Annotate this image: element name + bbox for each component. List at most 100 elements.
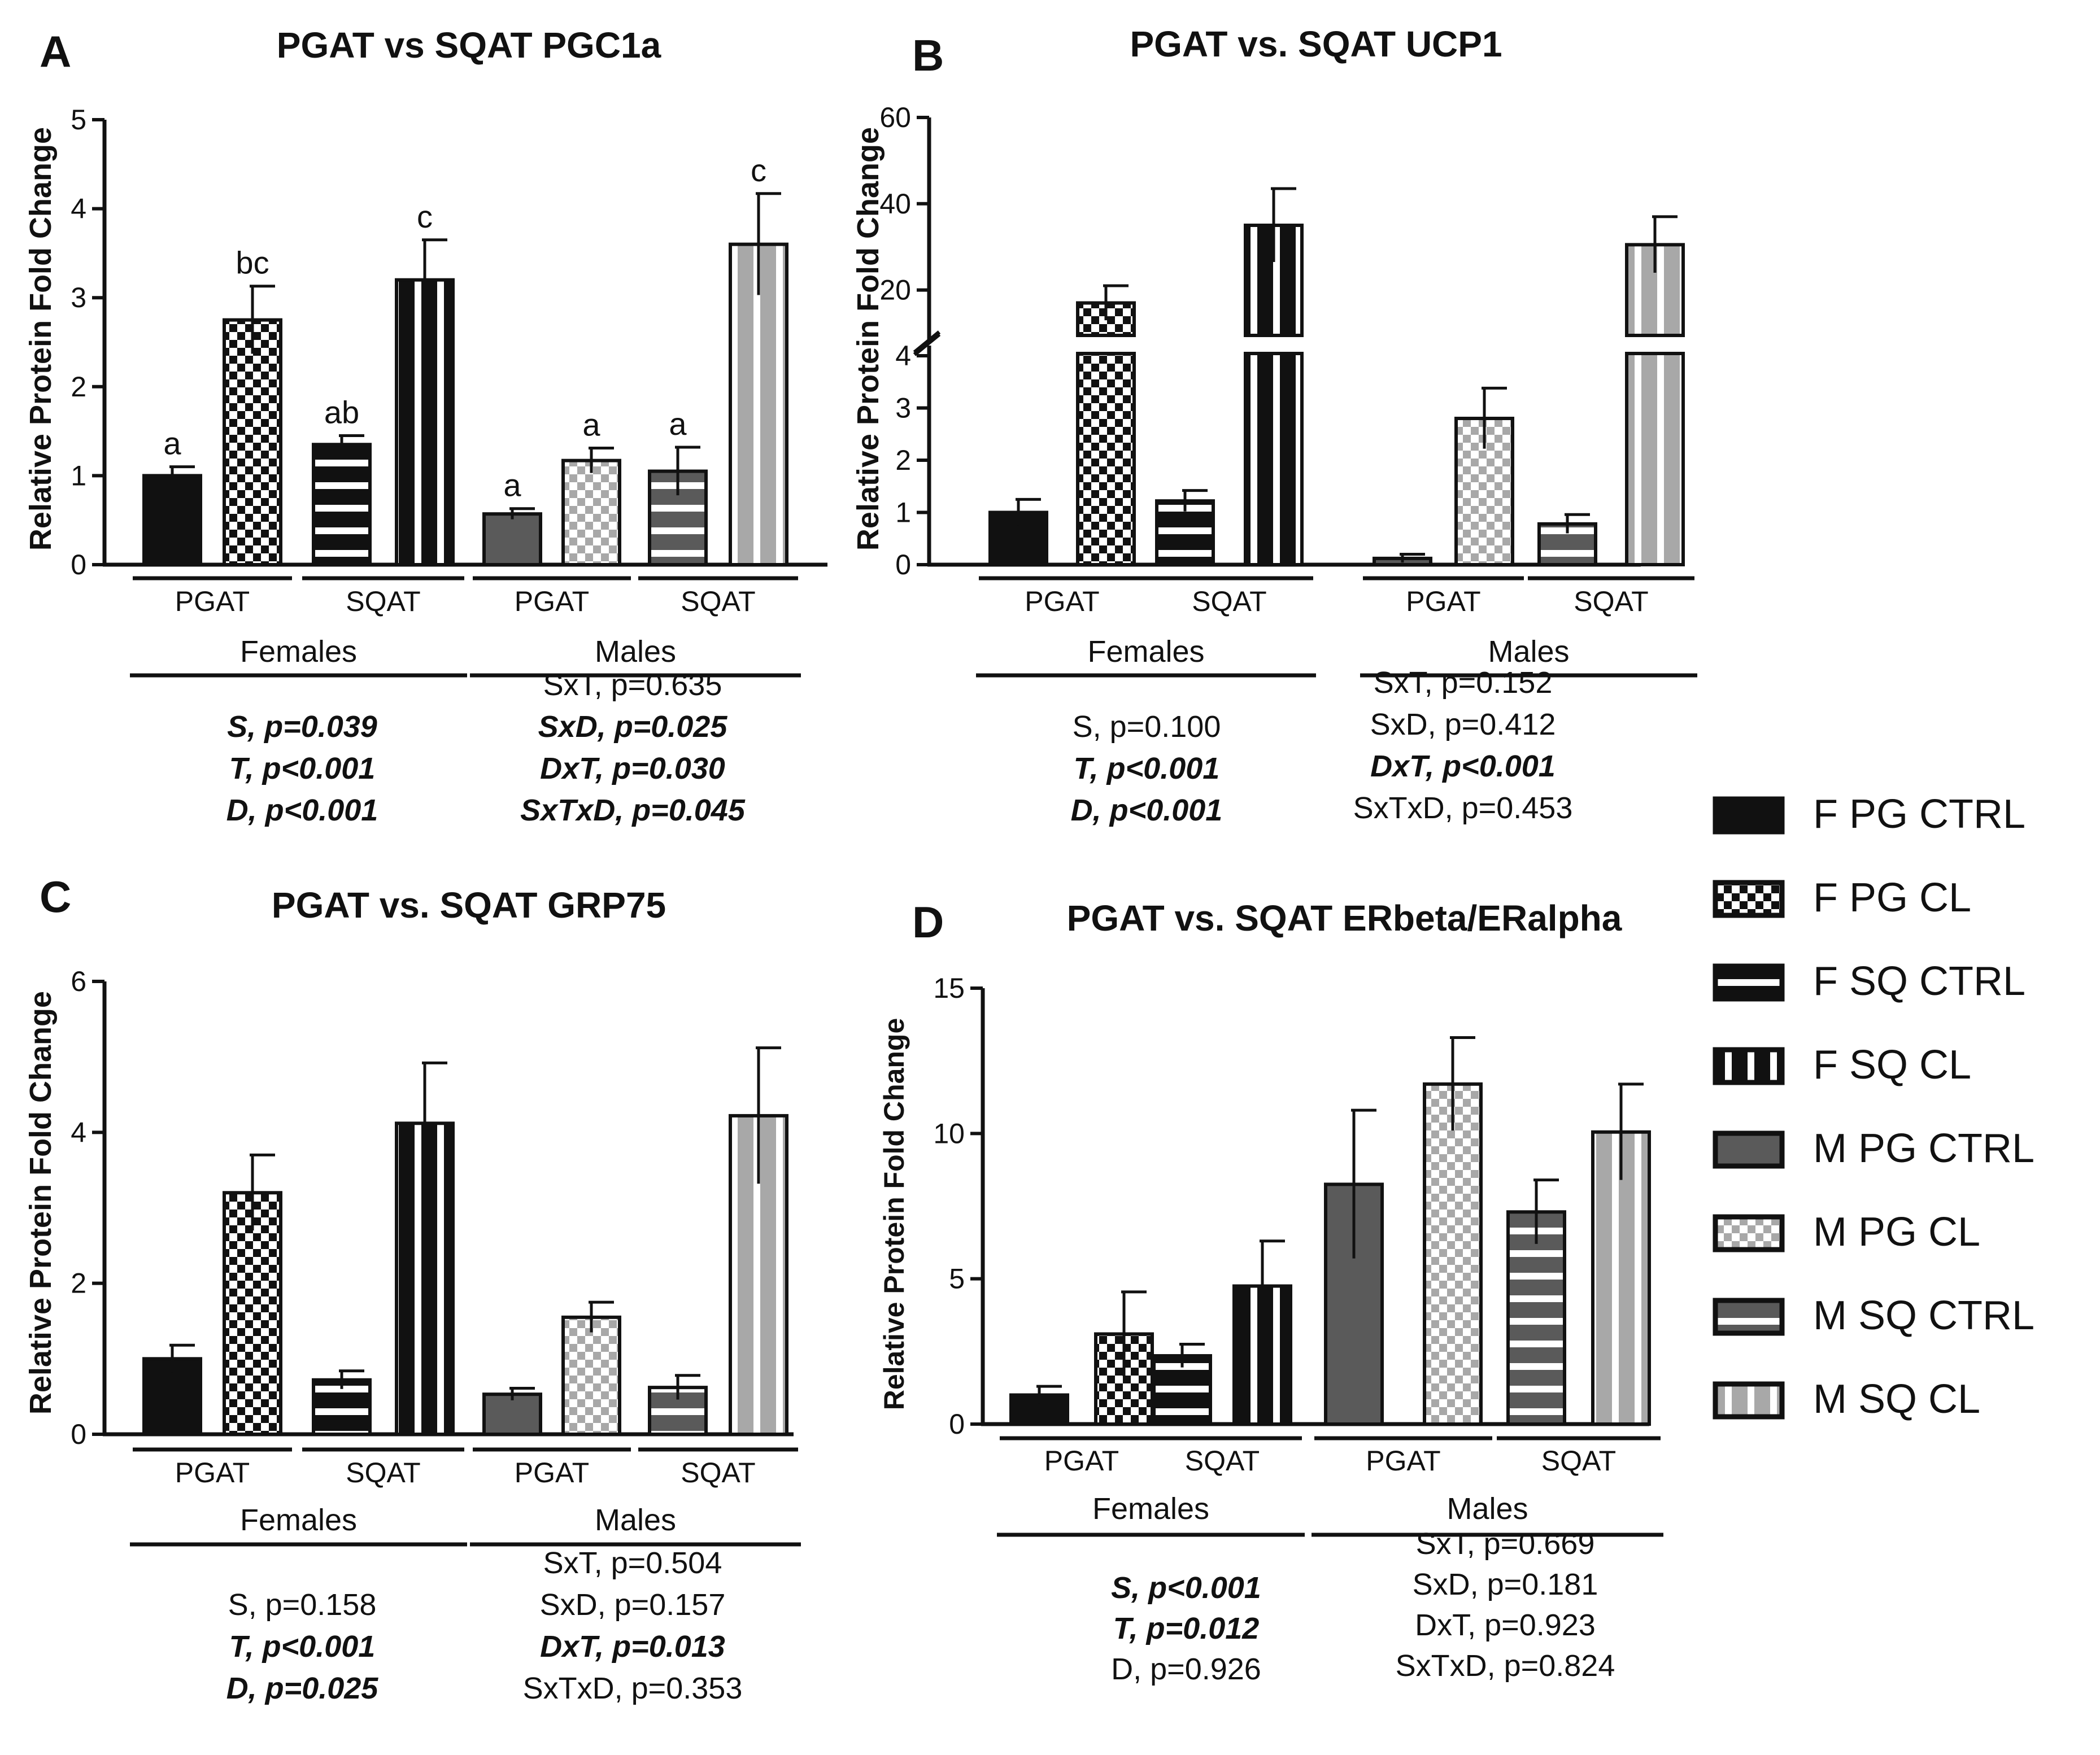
panel-letter: B: [912, 30, 944, 80]
y-tick-label: 4: [895, 340, 911, 372]
tissue-label: PGAT: [175, 586, 250, 617]
legend-swatch: [1713, 1047, 1785, 1085]
bar: [561, 459, 621, 566]
bar: [1244, 352, 1304, 566]
tissue-label: PGAT: [515, 586, 589, 617]
bar: [395, 278, 455, 566]
significance-letter: a: [582, 407, 600, 443]
tissue-label: SQAT: [1541, 1445, 1616, 1477]
significance-letter: c: [751, 152, 766, 188]
tissue-label: PGAT: [1366, 1445, 1440, 1477]
stat-line: D, p<0.001: [1071, 793, 1223, 827]
y-tick-label: 2: [895, 444, 911, 476]
bar: [1423, 1082, 1483, 1426]
stat-line: S, p=0.158: [228, 1588, 377, 1622]
sex-label: Females: [240, 1503, 357, 1537]
stat-line: SxD, p=0.181: [1413, 1568, 1598, 1601]
y-axis-label: Relative Protein Fold Change: [878, 1018, 910, 1411]
y-axis-label: Relative Protein Fold Change: [24, 991, 58, 1415]
y-tick-label: 0: [71, 1418, 86, 1450]
y-tick-label: 1: [895, 497, 911, 529]
legend-label: F PG CL: [1813, 875, 1971, 920]
legend-label: M SQ CL: [1813, 1377, 1980, 1422]
y-axis-label: Relative Protein Fold Change: [851, 127, 885, 551]
bar: [482, 512, 542, 567]
panel-letter: A: [40, 27, 71, 76]
tissue-label: PGAT: [1025, 586, 1099, 617]
bar: [1076, 352, 1136, 566]
stat-line: DxT, p=0.013: [540, 1630, 725, 1664]
tissue-label: PGAT: [1044, 1445, 1119, 1477]
tissue-label: SQAT: [681, 586, 755, 617]
bar: [223, 318, 282, 566]
chart-title: PGAT vs. SQAT ERbeta/ERalpha: [1067, 898, 1622, 938]
legend-swatch: [1713, 1381, 1785, 1420]
stat-line: SxTxD, p=0.824: [1396, 1649, 1615, 1683]
significance-letter: a: [503, 468, 521, 503]
tissue-label: SQAT: [681, 1457, 755, 1488]
y-tick-label: 3: [895, 392, 911, 424]
chart-title: PGAT vs SQAT PGC1a: [277, 25, 661, 66]
legend-label: M PG CL: [1813, 1210, 1980, 1255]
tissue-label: SQAT: [1574, 586, 1648, 617]
panel-c: C PGAT vs. SQAT GRP75 Relative Protein F…: [24, 872, 801, 1705]
panel-a: A PGAT vs SQAT PGC1a Relative Protein Fo…: [24, 25, 827, 827]
y-tick-label: 60: [879, 102, 911, 133]
y-tick-label: 2: [71, 371, 86, 403]
sex-label: Males: [1447, 1492, 1528, 1526]
legend-label: F PG CTRL: [1813, 792, 2025, 837]
stat-line: SxT, p=0.635: [543, 668, 722, 702]
panel-b: B PGAT vs. SQAT UCP1 Relative Protein Fo…: [851, 24, 1697, 827]
stat-line: SxD, p=0.412: [1370, 708, 1556, 741]
y-tick-label: 1: [71, 460, 86, 491]
stat-line: SxT, p=0.669: [1416, 1527, 1595, 1561]
chart-title: PGAT vs. SQAT GRP75: [272, 885, 666, 925]
stat-line: T, p=0.012: [1113, 1612, 1260, 1645]
y-tick-label: 15: [933, 972, 965, 1004]
sex-label: Males: [595, 635, 676, 669]
stat-line: S, p=0.100: [1073, 710, 1221, 744]
significance-letter: a: [163, 426, 181, 461]
legend-label: M PG CTRL: [1813, 1126, 2034, 1171]
sex-label: Females: [240, 635, 357, 669]
bar: [1625, 352, 1685, 566]
tissue-label: SQAT: [346, 586, 420, 617]
chart-title: PGAT vs. SQAT UCP1: [1130, 24, 1502, 64]
legend: F PG CTRL F PG CL F SQ CTRL F SQ CL M PG CTR…: [1713, 792, 2034, 1422]
stat-line: DxT, p=0.030: [540, 752, 725, 785]
bar: [142, 474, 202, 567]
y-tick-label: 6: [71, 966, 86, 997]
y-axis-label: Relative Protein Fold Change: [24, 127, 58, 551]
sex-label: Females: [1092, 1492, 1209, 1526]
axis-break-mark: [913, 333, 941, 356]
y-tick-label: 4: [71, 193, 86, 225]
significance-letter: bc: [236, 245, 269, 281]
y-tick-label: 10: [933, 1117, 965, 1149]
stat-line: SxT, p=0.152: [1374, 666, 1553, 700]
bar: [482, 1392, 542, 1437]
stat-line: T, p<0.001: [229, 752, 376, 785]
panel-d: D PGAT vs. SQAT ERbeta/ERalpha Relative …: [878, 897, 1663, 1686]
stat-line: S, p=0.039: [227, 710, 377, 744]
tissue-label: SQAT: [346, 1457, 420, 1488]
stat-line: SxTxD, p=0.045: [520, 793, 746, 827]
y-tick-label: 3: [71, 282, 86, 313]
legend-label: F SQ CTRL: [1813, 959, 2025, 1004]
stat-line: DxT, p=0.923: [1415, 1608, 1596, 1642]
bar: [223, 1191, 282, 1436]
stat-line: T, p<0.001: [1074, 752, 1220, 785]
significance-letter: c: [417, 199, 433, 234]
tissue-label: PGAT: [1406, 586, 1480, 617]
significance-letter: a: [669, 406, 687, 442]
legend-swatch: [1713, 1298, 1785, 1336]
y-tick-label: 5: [949, 1263, 965, 1295]
tissue-label: PGAT: [515, 1457, 589, 1488]
y-tick-label: 0: [949, 1408, 965, 1440]
bar: [312, 443, 372, 566]
legend-swatch: [1713, 963, 1785, 1002]
stat-line: SxD, p=0.157: [540, 1588, 726, 1622]
sex-label: Females: [1087, 635, 1204, 669]
tissue-label: SQAT: [1185, 1445, 1260, 1477]
panel-letter: C: [40, 872, 71, 922]
